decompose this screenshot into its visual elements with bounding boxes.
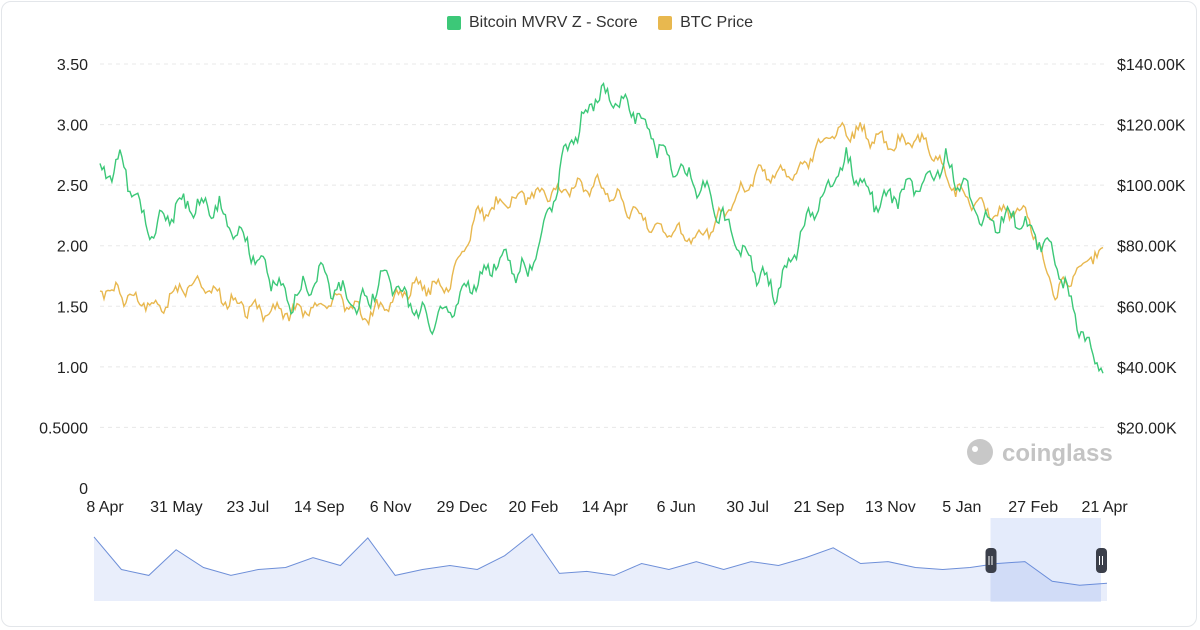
- mvrv-z-score-line: [99, 82, 1104, 374]
- navigator-handle-right[interactable]: [1096, 548, 1107, 573]
- x-tick-label: 14 Apr: [582, 499, 629, 516]
- y-left-tick-label: 1.50: [57, 299, 88, 316]
- x-tick-label: 13 Nov: [865, 499, 916, 516]
- x-tick-label: 20 Feb: [508, 499, 558, 516]
- x-tick-label: 8 Apr: [86, 499, 124, 516]
- navigator-area: [94, 534, 1107, 601]
- x-tick-label: 29 Dec: [437, 499, 488, 516]
- coinglass-logo-icon: [967, 439, 993, 465]
- legend-label-mvrv: Bitcoin MVRV Z - Score: [469, 14, 638, 31]
- y-right-tick-label: $120.00K: [1117, 118, 1186, 135]
- y-right-tick-label: $20.00K: [1117, 420, 1177, 437]
- y-left-tick-label: 3.50: [57, 57, 88, 74]
- legend: Bitcoin MVRV Z - Score BTC Price: [0, 14, 1200, 35]
- legend-swatch-btc-price: [658, 16, 673, 30]
- navigator-selection[interactable]: [990, 518, 1101, 602]
- y-left-tick-label: 2.00: [57, 239, 88, 256]
- x-tick-label: 14 Sep: [294, 499, 345, 516]
- y-right-tick-label: $80.00K: [1117, 239, 1177, 256]
- x-tick-label: 31 May: [150, 499, 202, 516]
- x-tick-label: 21 Sep: [794, 499, 845, 516]
- y-right-tick-label: $140.00K: [1117, 57, 1186, 74]
- y-left-tick-label: 0.5000: [39, 420, 88, 437]
- watermark-text: coinglass: [1002, 440, 1113, 467]
- legend-label-btc-price: BTC Price: [680, 14, 753, 31]
- x-tick-label: 30 Jul: [726, 499, 769, 516]
- y-right-tick-label: $60.00K: [1117, 299, 1177, 316]
- y-left-tick-label: 0: [79, 481, 88, 498]
- x-tick-label: 21 Apr: [1081, 499, 1128, 516]
- x-tick-label: 6 Jun: [657, 499, 696, 516]
- x-tick-label: 6 Nov: [370, 499, 412, 516]
- btc-price-line: [99, 121, 1104, 327]
- coinglass-logo-eye-icon: [972, 446, 978, 452]
- legend-item-btc-price[interactable]: BTC Price: [658, 14, 753, 32]
- y-left-tick-label: 2.50: [57, 178, 88, 195]
- legend-swatch-mvrv: [447, 16, 461, 30]
- navigator-line: [93, 533, 1108, 586]
- y-left-tick-label: 1.00: [57, 360, 88, 377]
- x-tick-label: 5 Jan: [942, 499, 981, 516]
- navigator-handle-left[interactable]: [985, 548, 997, 573]
- y-right-tick-label: $40.00K: [1117, 360, 1177, 377]
- y-right-tick-label: $100.00K: [1117, 178, 1186, 195]
- y-left-tick-label: 3.00: [57, 118, 88, 135]
- x-tick-label: 27 Feb: [1008, 499, 1058, 516]
- legend-item-mvrv[interactable]: Bitcoin MVRV Z - Score: [447, 14, 638, 32]
- x-tick-label: 23 Jul: [226, 499, 269, 516]
